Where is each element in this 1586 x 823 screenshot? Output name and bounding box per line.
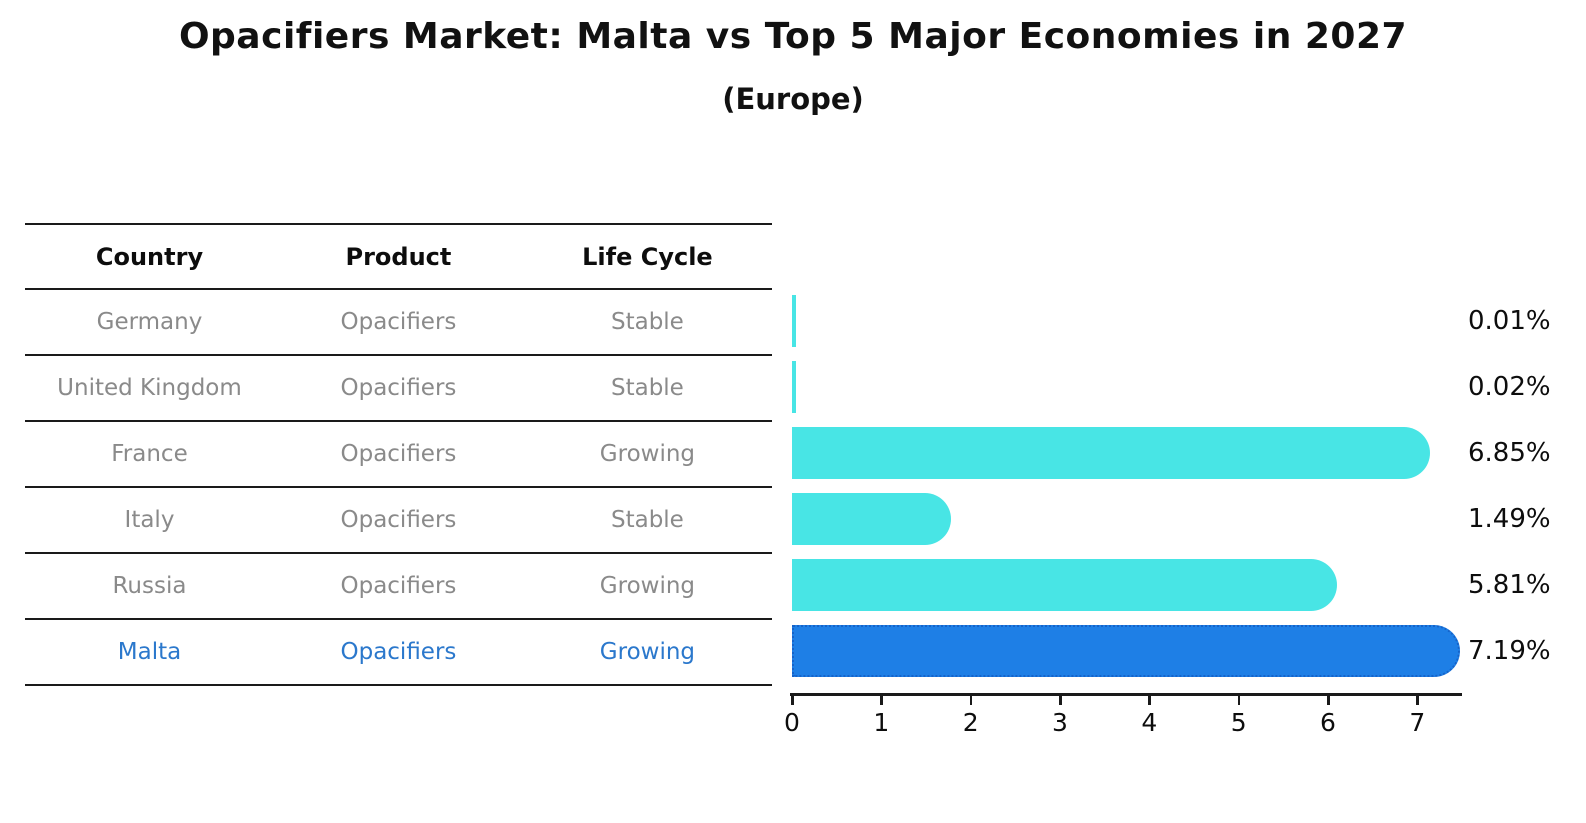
x-tick-label: 6	[1320, 708, 1336, 737]
cell-life-cycle: Stable	[610, 375, 684, 401]
cell-product: Opacifiers	[340, 441, 457, 467]
cell-country: Germany	[96, 309, 203, 335]
value-label: 0.02%	[1468, 372, 1551, 402]
cell-product: Opacifiers	[340, 573, 457, 599]
cell-product: Opacifiers	[340, 309, 457, 335]
bar-row	[792, 354, 1512, 420]
table-body: Germany Opacifiers Stable United Kingdom Opa…	[25, 290, 772, 686]
x-tick-mark	[1416, 696, 1419, 705]
bar-row	[792, 552, 1512, 618]
bar-malta	[792, 625, 1461, 677]
cell-life-cycle: Growing	[599, 441, 696, 467]
x-tick-label: 5	[1230, 708, 1247, 737]
x-tick-label: 0	[784, 708, 800, 737]
x-tick-mark	[1327, 696, 1330, 705]
cell-country: United Kingdom	[57, 375, 242, 401]
table-row: United Kingdom Opacifiers Stable	[25, 356, 772, 422]
table-row: Italy Opacifiers Stable	[25, 488, 772, 554]
table-row: Malta Opacifiers Growing	[25, 620, 772, 686]
table-header-life-cycle: Life Cycle	[582, 242, 713, 271]
bar-germany	[792, 295, 796, 347]
bar-row	[792, 288, 1512, 354]
country-table: Country Product Life Cycle Germany Opacif…	[25, 223, 772, 686]
table-row: Russia Opacifiers Growing	[25, 554, 772, 620]
table-header-country: Country	[95, 242, 204, 271]
x-tick-label: 4	[1141, 708, 1158, 737]
cell-life-cycle: Stable	[610, 309, 684, 335]
value-labels-column: 0.01% 0.02% 6.85% 1.49% 5.81% 7.19%	[1468, 288, 1586, 684]
x-tick-mark	[791, 696, 794, 705]
bar-row	[792, 420, 1512, 486]
value-label: 6.85%	[1468, 438, 1551, 468]
cell-product: Opacifiers	[340, 639, 457, 665]
x-tick-mark	[969, 696, 973, 705]
cell-country: Russia	[112, 573, 187, 599]
x-tick-label: 3	[1052, 708, 1068, 737]
value-label: 1.49%	[1468, 504, 1551, 534]
table-row: Germany Opacifiers Stable	[25, 290, 772, 356]
value-label: 0.01%	[1468, 306, 1551, 336]
bar-russia	[792, 559, 1338, 611]
x-tick-label: 7	[1409, 708, 1426, 737]
table-header-row: Country Product Life Cycle	[25, 225, 772, 290]
bar-united-kingdom	[792, 361, 796, 413]
x-axis-ticks: 0 1 2 3 4 5 6 7	[784, 696, 1472, 746]
chart-subtitle: (Europe)	[722, 82, 864, 116]
x-tick-label: 1	[873, 708, 890, 737]
x-tick-label: 2	[962, 708, 979, 737]
cell-country: Malta	[117, 639, 182, 665]
bar-france	[792, 427, 1430, 479]
table-row: France Opacifiers Growing	[25, 422, 772, 488]
cell-life-cycle: Growing	[599, 639, 696, 665]
bars-area	[792, 288, 1512, 684]
x-tick-mark	[1148, 696, 1151, 705]
x-tick-mark	[1059, 696, 1062, 705]
bar-italy	[792, 493, 952, 545]
bar-row	[792, 618, 1512, 684]
x-tick-mark	[880, 696, 883, 705]
cell-country: Italy	[124, 507, 175, 533]
cell-life-cycle: Growing	[599, 573, 696, 599]
value-label: 5.81%	[1468, 570, 1551, 600]
cell-country: France	[111, 441, 188, 467]
cell-product: Opacifiers	[340, 507, 457, 533]
x-axis-line	[790, 693, 1462, 696]
cell-life-cycle: Stable	[610, 507, 684, 533]
x-tick-mark	[1237, 696, 1241, 705]
chart-title: Opacifiers Market: Malta vs Top 5 Major …	[178, 16, 1408, 57]
cell-product: Opacifiers	[340, 375, 457, 401]
table-header-product: Product	[345, 242, 452, 271]
bar-row	[792, 486, 1512, 552]
value-label: 7.19%	[1468, 636, 1551, 666]
